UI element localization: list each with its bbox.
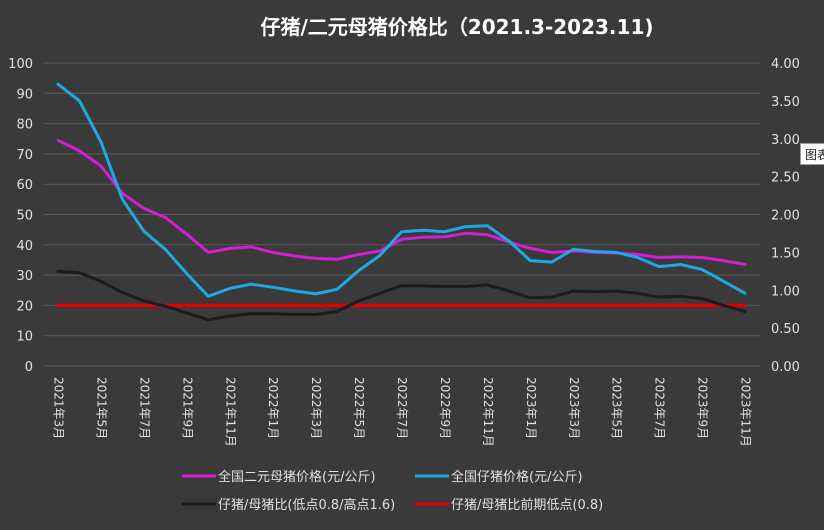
right-axis-tick-label: 2.00	[771, 209, 800, 224]
x-axis-tick-label: 2022年5月	[352, 377, 366, 439]
left-axis-tick-label: 40	[16, 239, 33, 254]
series-lines	[56, 82, 747, 322]
right-axis-ticks: 0.00 0.50 1.00 1.50 2.00 2.50 3.00 3.50 4.00	[771, 57, 800, 375]
right-axis-tick-label: 1.00	[771, 284, 800, 299]
x-axis-tick-label: 2022年11月	[481, 377, 495, 447]
chart-element-tooltip[interactable]: 图表	[800, 143, 824, 165]
x-axis-tick-label: 2022年7月	[395, 377, 409, 439]
series-line-3	[56, 269, 747, 322]
left-axis-tick-label: 0	[25, 360, 33, 375]
grid-lines	[44, 62, 760, 367]
x-axis-tick-label: 2023年5月	[610, 377, 624, 439]
right-axis-tick-label: 3.00	[771, 133, 800, 148]
right-axis-tick-label: 4.00	[771, 57, 800, 72]
left-axis-tick-label: 50	[16, 209, 33, 224]
left-axis-tick-label: 60	[16, 178, 33, 193]
x-axis-tick-label: 2021年9月	[180, 377, 194, 439]
left-axis-tick-label: 90	[16, 87, 33, 102]
legend-label: 全国二元母猪价格(元/公斤)	[218, 469, 376, 485]
x-axis-tick-label: 2022年9月	[438, 377, 452, 439]
right-axis-tick-label: 0.50	[771, 322, 800, 337]
series-line-2	[56, 82, 747, 298]
x-axis-tick-label: 2021年5月	[94, 377, 108, 439]
x-axis-tick-label: 2021年7月	[137, 377, 151, 439]
series-line-1	[56, 138, 747, 266]
left-axis-tick-label: 10	[16, 330, 33, 345]
x-axis-tick-label: 2023年9月	[696, 377, 710, 439]
left-axis-tick-label: 20	[16, 299, 33, 314]
left-axis-ticks: 0 10 20 30 40 50 60 70 80 90 100	[8, 57, 33, 375]
x-axis-tick-label: 2022年1月	[266, 377, 280, 439]
left-axis-tick-label: 100	[8, 57, 33, 72]
left-axis-tick-label: 80	[16, 118, 33, 133]
right-axis-tick-label: 1.50	[771, 246, 800, 261]
legend-label: 仔猪/母猪比(低点0.8/高点1.6)	[218, 497, 395, 513]
x-axis-tick-label: 2022年3月	[309, 377, 323, 439]
right-axis-tick-label: 2.50	[771, 171, 800, 186]
legend: 全国二元母猪价格(元/公斤) 全国仔猪价格(元/公斤) 仔猪/母猪比(低点0.8/高…	[182, 469, 603, 513]
x-axis-tick-label: 2021年3月	[52, 377, 66, 439]
right-axis-tick-label: 0.00	[771, 360, 800, 375]
legend-label: 全国仔猪价格(元/公斤)	[451, 469, 583, 485]
x-axis-ticks: 2021年3月 2021年5月 2021年7月 2021年9月 2021年11月 2022…	[52, 377, 753, 447]
x-axis-tick-label: 2023年1月	[524, 377, 538, 439]
legend-label: 仔猪/母猪比前期低点(0.8)	[451, 497, 603, 513]
left-axis-tick-label: 30	[16, 269, 33, 284]
x-axis-tick-label: 2023年7月	[653, 377, 667, 439]
x-axis-tick-label: 2023年3月	[567, 377, 581, 439]
x-axis-tick-label: 2023年11月	[739, 377, 753, 447]
chart-title: 仔猪/二元母猪价格比（2021.3-2023.11)	[260, 15, 653, 39]
right-axis-tick-label: 3.50	[771, 95, 800, 110]
x-axis-tick-label: 2021年11月	[223, 377, 237, 447]
left-axis-tick-label: 70	[16, 148, 33, 163]
